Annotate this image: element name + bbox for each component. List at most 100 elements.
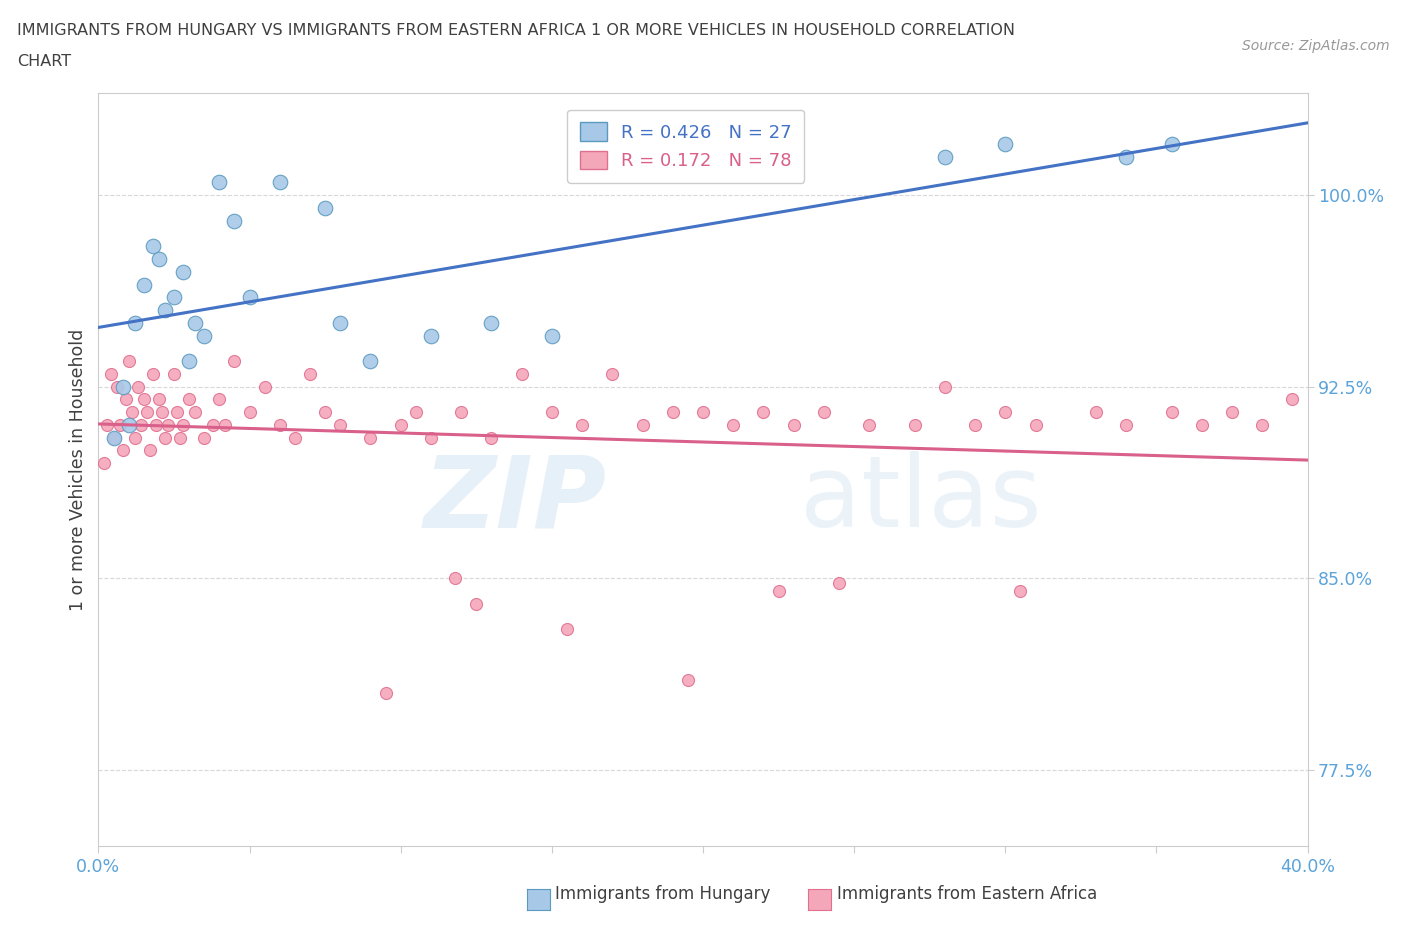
Point	[360, 431, 382, 445]
Point	[1160, 405, 1182, 419]
Point	[103, 431, 125, 445]
Point	[269, 175, 291, 190]
Point	[145, 418, 167, 432]
Point	[752, 405, 775, 419]
Point	[934, 379, 956, 394]
Text: Immigrants from Eastern Africa: Immigrants from Eastern Africa	[837, 884, 1097, 903]
Point	[179, 353, 201, 368]
Point	[202, 418, 225, 432]
Point	[1281, 392, 1303, 406]
Point	[108, 418, 131, 432]
Point	[118, 353, 141, 368]
Point	[184, 315, 207, 330]
Point	[965, 418, 987, 432]
Point	[813, 405, 835, 419]
Point	[1115, 418, 1137, 432]
Point	[193, 431, 215, 445]
Point	[150, 405, 173, 419]
Point	[132, 277, 155, 292]
Point	[239, 290, 262, 305]
Text: atlas: atlas	[800, 451, 1042, 549]
Point	[1220, 405, 1243, 419]
Point	[314, 405, 336, 419]
Point	[105, 379, 128, 394]
Point	[555, 622, 578, 637]
Point	[214, 418, 236, 432]
Point	[481, 431, 503, 445]
Text: IMMIGRANTS FROM HUNGARY VS IMMIGRANTS FROM EASTERN AFRICA 1 OR MORE VEHICLES IN : IMMIGRANTS FROM HUNGARY VS IMMIGRANTS FR…	[17, 23, 1015, 38]
Point	[96, 418, 118, 432]
Point	[571, 418, 593, 432]
Point	[465, 596, 488, 611]
Text: Immigrants from Hungary: Immigrants from Hungary	[555, 884, 770, 903]
Point	[163, 366, 186, 381]
Point	[828, 576, 851, 591]
Point	[269, 418, 291, 432]
Point	[661, 405, 683, 419]
Point	[1115, 150, 1137, 165]
Point	[121, 405, 143, 419]
Point	[405, 405, 427, 419]
Point	[314, 201, 336, 216]
Y-axis label: 1 or more Vehicles in Household: 1 or more Vehicles in Household	[69, 328, 87, 611]
Point	[510, 366, 533, 381]
Point	[934, 150, 956, 165]
Point	[239, 405, 262, 419]
Point	[374, 685, 396, 700]
Point	[420, 431, 443, 445]
Point	[124, 315, 146, 330]
Text: Source: ZipAtlas.com: Source: ZipAtlas.com	[1241, 39, 1389, 53]
Point	[1024, 418, 1046, 432]
Point	[253, 379, 276, 394]
Point	[631, 418, 654, 432]
Point	[163, 290, 186, 305]
Point	[103, 431, 125, 445]
Point	[114, 392, 136, 406]
Point	[93, 456, 115, 471]
Point	[481, 315, 503, 330]
Point	[1010, 583, 1032, 598]
Point	[540, 328, 562, 343]
Point	[153, 431, 176, 445]
Point	[540, 405, 562, 419]
Point	[127, 379, 149, 394]
Point	[858, 418, 880, 432]
Point	[148, 392, 170, 406]
Point	[329, 418, 352, 432]
Point	[111, 443, 134, 458]
Point	[118, 418, 141, 432]
Point	[224, 353, 246, 368]
Point	[723, 418, 745, 432]
Point	[994, 137, 1017, 152]
Point	[602, 366, 624, 381]
Point	[193, 328, 215, 343]
Point	[1251, 418, 1274, 432]
Point	[360, 353, 382, 368]
Point	[692, 405, 714, 419]
Point	[142, 239, 165, 254]
Point	[142, 366, 165, 381]
Point	[184, 405, 207, 419]
Point	[420, 328, 443, 343]
Point	[100, 366, 122, 381]
Legend: R = 0.426   N = 27, R = 0.172   N = 78: R = 0.426 N = 27, R = 0.172 N = 78	[567, 110, 804, 182]
Point	[329, 315, 352, 330]
Point	[299, 366, 322, 381]
Point	[129, 418, 152, 432]
Point	[284, 431, 307, 445]
Point	[172, 264, 194, 279]
Point	[444, 571, 467, 586]
Point	[111, 379, 134, 394]
Point	[994, 405, 1017, 419]
Point	[132, 392, 155, 406]
Point	[153, 302, 176, 317]
Point	[208, 392, 231, 406]
Point	[224, 213, 246, 228]
Point	[169, 431, 191, 445]
Point	[148, 251, 170, 266]
Text: ZIP: ZIP	[423, 451, 606, 549]
Point	[450, 405, 472, 419]
Point	[172, 418, 194, 432]
Point	[389, 418, 412, 432]
Point	[156, 418, 179, 432]
